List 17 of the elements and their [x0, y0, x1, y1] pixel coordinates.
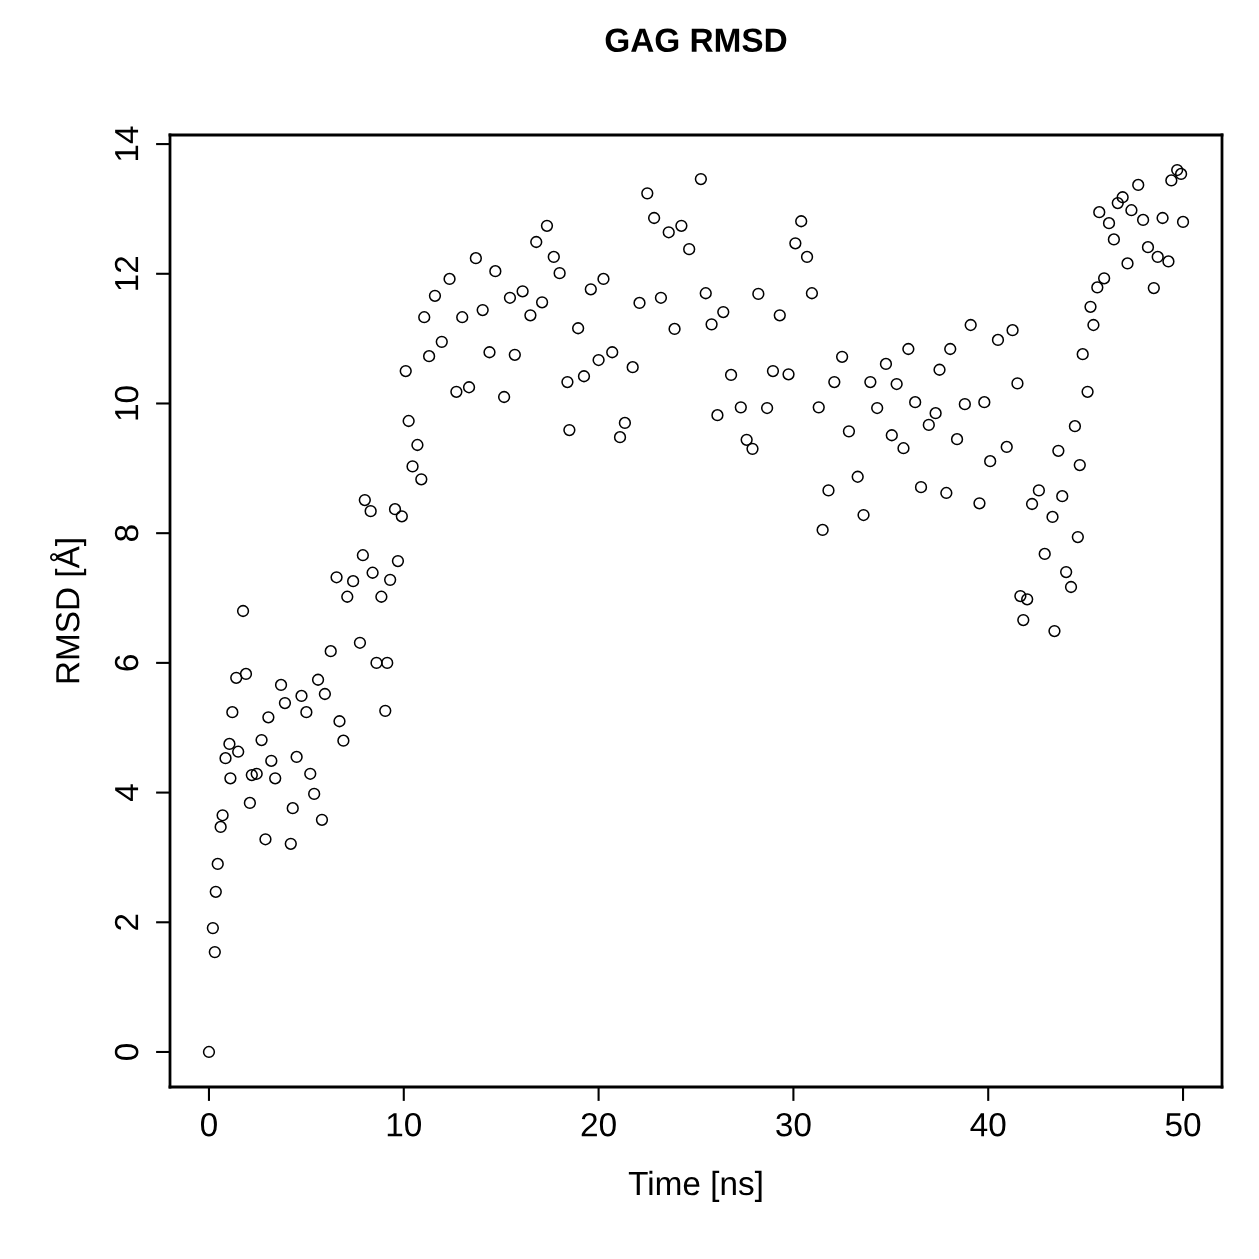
x-tick-label: 20: [581, 1112, 616, 1137]
y-tick-label: 2: [114, 914, 139, 930]
x-tick-label: 0: [201, 1112, 217, 1137]
x-tick-label: 30: [776, 1112, 811, 1137]
y-tick-label: 8: [114, 525, 139, 541]
x-tick-label: 50: [1165, 1112, 1201, 1137]
chart-title: GAG RMSD: [605, 28, 787, 52]
x-tick-label: 10: [387, 1112, 422, 1137]
y-tick-label: 6: [114, 655, 139, 671]
x-axis-title: Time [ns]: [628, 1170, 762, 1202]
y-tick-label: 10: [114, 386, 139, 420]
y-tick-label: 12: [114, 256, 139, 290]
y-tick-label: 4: [115, 784, 139, 802]
x-tick-label: 40: [970, 1112, 1006, 1137]
y-tick-label: 0: [114, 1044, 139, 1060]
y-axis-title: RMSD [Å]: [50, 539, 87, 683]
y-tick-label: 14: [115, 126, 139, 161]
